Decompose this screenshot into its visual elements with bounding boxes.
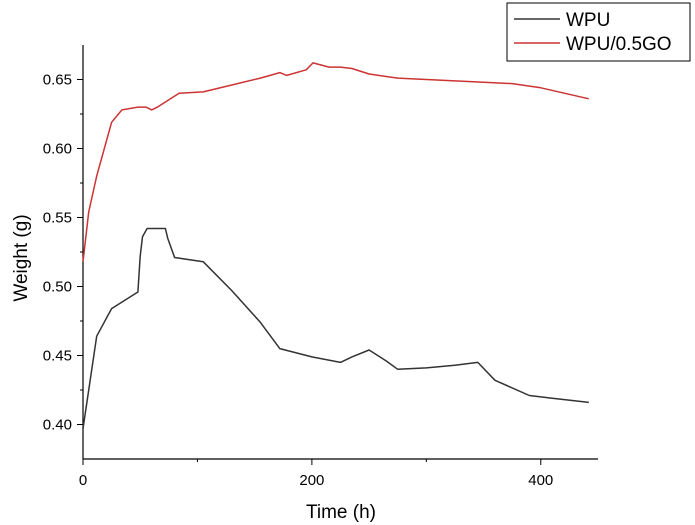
y-tick-label: 0.60 [43,141,72,158]
x-axis-title: Time (h) [306,502,376,523]
x-tick-label: 0 [79,472,87,489]
y-axis-title: Weight (g) [11,214,32,301]
series-layer [82,62,589,429]
y-tick-label: 0.40 [43,417,72,434]
legend-box [506,2,691,62]
tick-labels: 0.40 0.45 0.50 0.55 0.60 0.65 0 200 400 [43,72,553,490]
x-tick-label: 400 [528,472,553,489]
legend-label-wpu: WPU [566,10,610,31]
y-tick-label: 0.55 [43,210,72,227]
series-line-wpu [82,227,589,429]
y-tick-label: 0.45 [43,348,72,365]
legend-label-wpu-0-5go: WPU/0.5GO [566,34,672,55]
x-tick-label: 200 [299,472,324,489]
y-tick-label: 0.65 [43,72,72,89]
series-line-wpu-0-5go [82,62,589,262]
legend: WPU WPU/0.5GO [506,2,691,62]
y-tick-label: 0.50 [43,279,72,296]
axes [77,45,598,465]
